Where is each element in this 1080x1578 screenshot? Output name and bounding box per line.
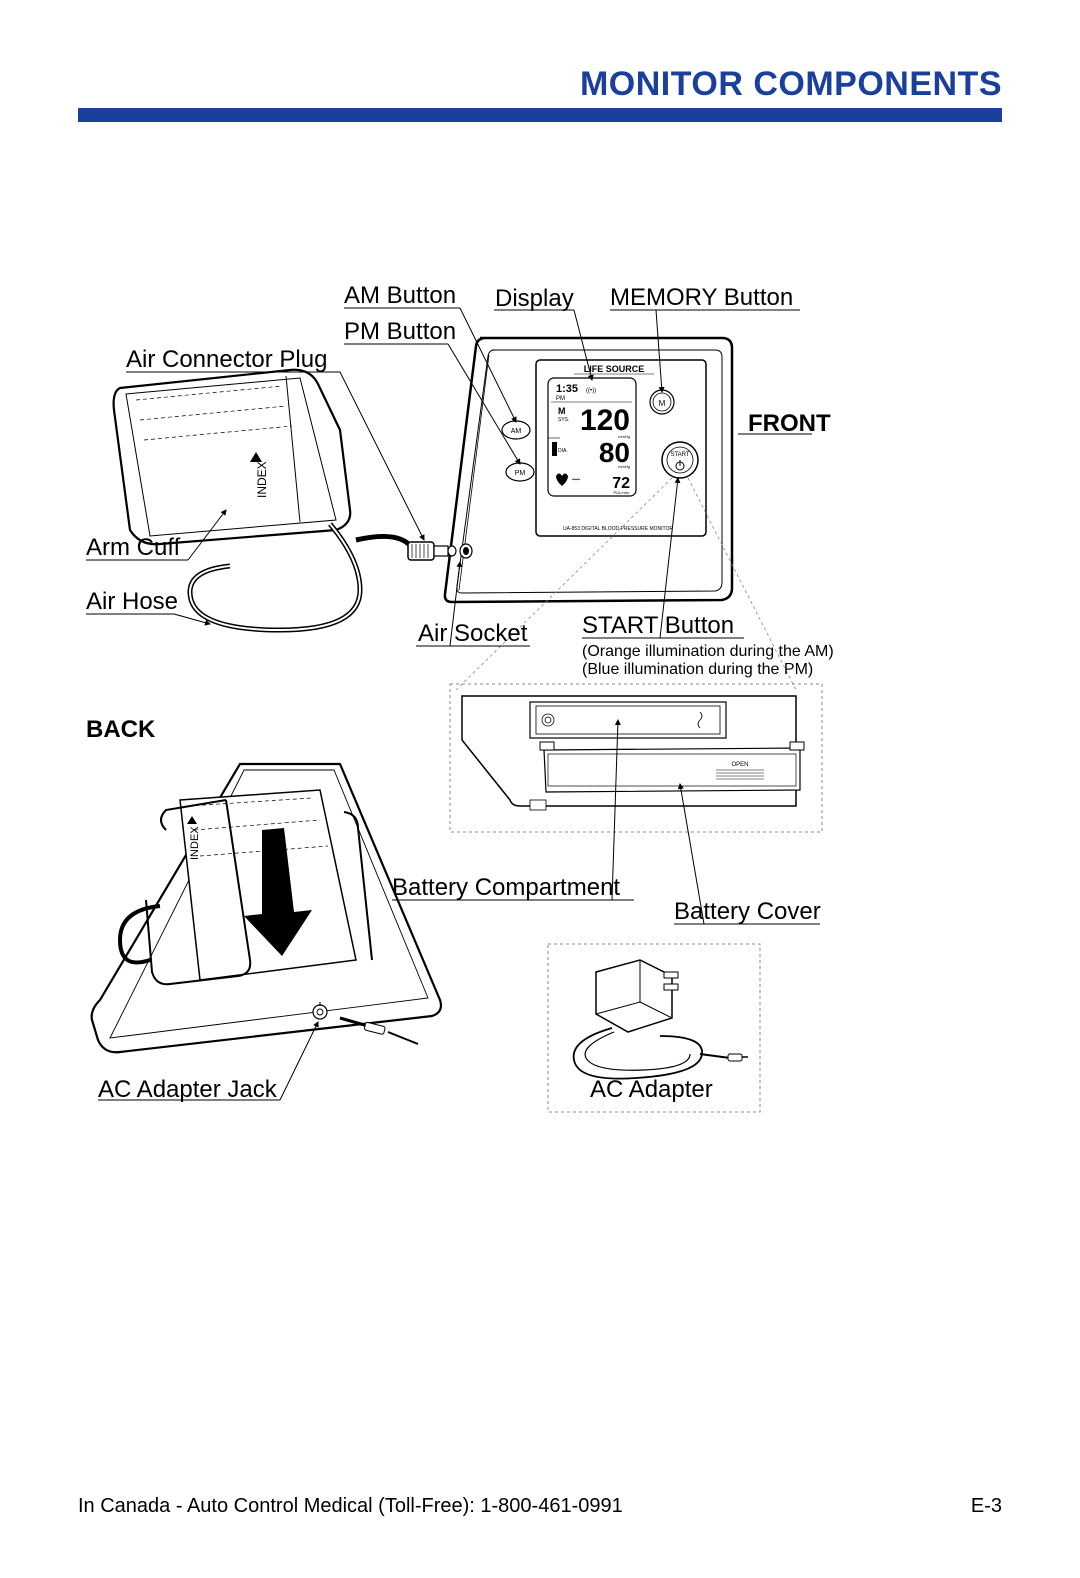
page-title: MONITOR COMPONENTS — [580, 65, 1002, 104]
svg-text:LIFE SOURCE: LIFE SOURCE — [584, 364, 645, 374]
label-start-button: START Button — [582, 612, 734, 640]
svg-text:M: M — [558, 406, 566, 416]
svg-text:((•)): ((•)) — [586, 388, 596, 394]
label-ac-adapter: AC Adapter — [590, 1076, 713, 1104]
svg-text:OPEN: OPEN — [731, 762, 748, 768]
label-pm-button: PM Button — [344, 318, 456, 346]
back-view-drawing: INDEX — [92, 764, 441, 1052]
svg-text:PM: PM — [515, 470, 526, 477]
label-display: Display — [495, 285, 574, 313]
svg-text:INDEX: INDEX — [255, 461, 269, 498]
label-air-hose: Air Hose — [86, 588, 178, 616]
label-am-button: AM Button — [344, 282, 456, 310]
label-air-connector-plug: Air Connector Plug — [126, 346, 327, 374]
svg-text:PUL/min.: PUL/min. — [614, 490, 630, 495]
svg-text:INDEX: INDEX — [189, 826, 201, 860]
callout-lines — [86, 308, 820, 1100]
svg-text:mmHg: mmHg — [618, 464, 630, 469]
svg-text:PM: PM — [556, 396, 565, 402]
label-battery-compartment: Battery Compartment — [392, 874, 620, 902]
label-ac-adapter-jack: AC Adapter Jack — [98, 1076, 277, 1104]
svg-text:SYS.: SYS. — [558, 417, 569, 423]
label-battery-cover: Battery Cover — [674, 898, 821, 926]
page-footer: In Canada - Auto Control Medical (Toll-F… — [78, 1495, 1002, 1518]
footer-left: In Canada - Auto Control Medical (Toll-F… — [78, 1495, 623, 1518]
svg-text:M: M — [659, 399, 666, 408]
label-start-note2: (Blue illumination during the PM) — [582, 660, 813, 680]
battery-inset-drawing: OPEN — [450, 684, 822, 832]
svg-text:mmHg: mmHg — [618, 434, 630, 439]
svg-text:80: 80 — [599, 437, 630, 468]
title-bar — [78, 108, 1002, 122]
label-front: FRONT — [748, 410, 831, 438]
diagram-svg: LIFE SOURCE 1:35 ((•)) PM M SYS. 120 mmH… — [0, 0, 1080, 1578]
footer-right: E-3 — [971, 1495, 1002, 1518]
front-monitor-drawing: LIFE SOURCE 1:35 ((•)) PM M SYS. 120 mmH… — [445, 338, 732, 602]
label-start-note1: (Orange illumination during the AM) — [582, 642, 834, 662]
svg-text:1:35: 1:35 — [556, 383, 578, 395]
svg-text:DIA.: DIA. — [558, 448, 568, 454]
svg-text:120: 120 — [580, 404, 630, 437]
svg-text:AM: AM — [511, 428, 522, 435]
svg-text:72: 72 — [612, 475, 630, 492]
label-back: BACK — [86, 716, 155, 744]
svg-text:START: START — [670, 452, 689, 458]
label-memory-button: MEMORY Button — [610, 284, 793, 312]
label-arm-cuff: Arm Cuff — [86, 534, 180, 562]
label-air-socket: Air Socket — [418, 620, 527, 648]
svg-text:UA-853 DIGITAL BLOOD PRESSURE: UA-853 DIGITAL BLOOD PRESSURE MONITOR — [563, 526, 673, 532]
